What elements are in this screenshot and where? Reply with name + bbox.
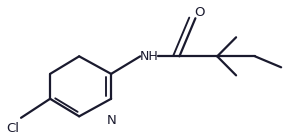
Text: O: O — [194, 6, 205, 19]
Text: Cl: Cl — [6, 122, 19, 135]
Text: N: N — [106, 114, 116, 126]
Text: NH: NH — [140, 50, 158, 63]
